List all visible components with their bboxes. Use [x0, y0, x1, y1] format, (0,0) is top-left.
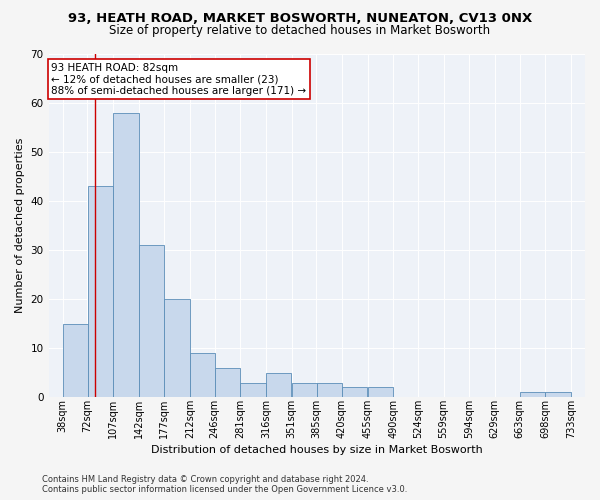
Bar [292, 382, 317, 398]
Bar [88, 186, 113, 398]
Y-axis label: Number of detached properties: Number of detached properties [15, 138, 25, 314]
Text: 93 HEATH ROAD: 82sqm
← 12% of detached houses are smaller (23)
88% of semi-detac: 93 HEATH ROAD: 82sqm ← 12% of detached h… [51, 62, 307, 96]
Text: Size of property relative to detached houses in Market Bosworth: Size of property relative to detached ho… [109, 24, 491, 37]
Bar [113, 113, 139, 398]
Bar [190, 353, 215, 398]
Bar [368, 388, 393, 398]
Text: 93, HEATH ROAD, MARKET BOSWORTH, NUNEATON, CV13 0NX: 93, HEATH ROAD, MARKET BOSWORTH, NUNEATO… [68, 12, 532, 24]
Bar [520, 392, 545, 398]
Bar [317, 382, 342, 398]
Bar [241, 382, 266, 398]
X-axis label: Distribution of detached houses by size in Market Bosworth: Distribution of detached houses by size … [151, 445, 482, 455]
Bar [139, 246, 164, 398]
Bar [215, 368, 240, 398]
Bar [63, 324, 88, 398]
Bar [342, 388, 367, 398]
Bar [164, 299, 190, 398]
Bar [266, 373, 292, 398]
Bar [545, 392, 571, 398]
Text: Contains HM Land Registry data © Crown copyright and database right 2024.
Contai: Contains HM Land Registry data © Crown c… [42, 474, 407, 494]
